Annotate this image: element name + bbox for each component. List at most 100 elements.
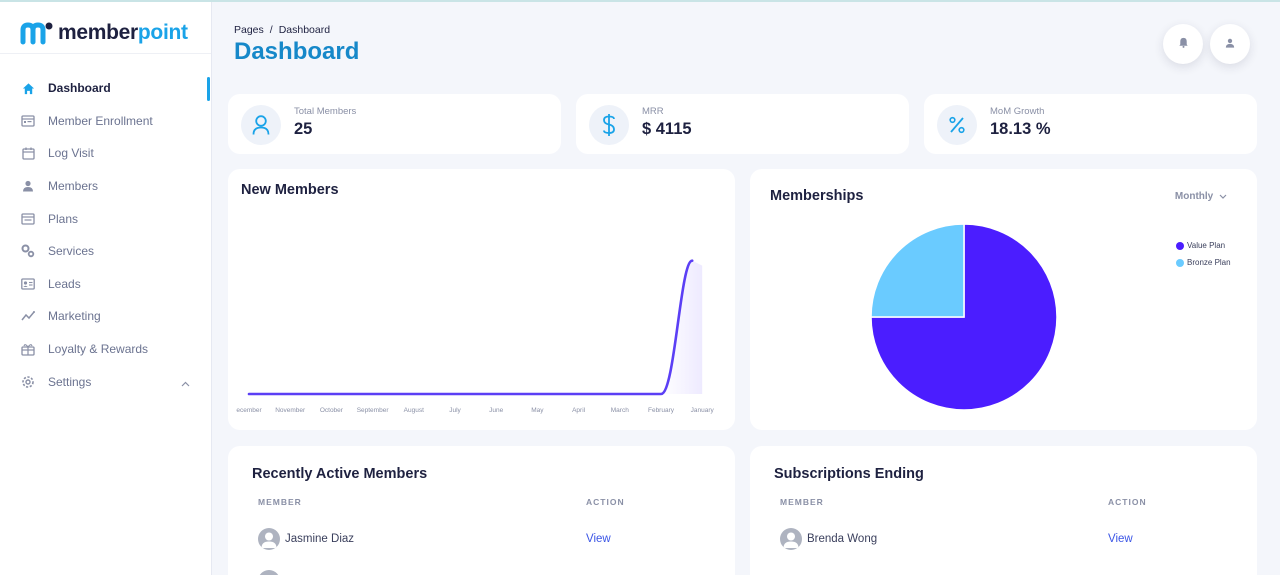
legend-item-value-plan[interactable]: Value Plan <box>1176 237 1231 254</box>
user-icon <box>241 105 281 145</box>
profile-button[interactable] <box>1210 24 1250 64</box>
sidebar-nav: Dashboard Member Enrollment Log Visit Me… <box>0 72 212 398</box>
sidebar-item-label: Services <box>48 244 95 259</box>
view-member-link[interactable]: View <box>1108 533 1133 545</box>
x-tick-label: August <box>404 407 424 414</box>
legend-label: Bronze Plan <box>1187 258 1231 267</box>
sidebar-item-members[interactable]: Members <box>0 170 212 203</box>
stat-label: MoM Growth <box>990 106 1045 117</box>
sidebar-item-label: Members <box>48 179 99 194</box>
sidebar-item-label: Loyalty & Rewards <box>48 342 149 357</box>
new-members-title: New Members <box>241 182 339 198</box>
settings-icon <box>20 374 36 390</box>
breadcrumb-separator: / <box>269 24 273 36</box>
user-icon <box>1225 35 1235 53</box>
stat-label: Total Members <box>294 106 357 117</box>
recent-members-card: Recently Active Members MEMBER ACTION Ja… <box>228 446 735 575</box>
sidebar-item-plans[interactable]: Plans <box>0 202 212 235</box>
series-line-new-members[interactable] <box>247 259 694 396</box>
sidebar-item-label: Dashboard <box>48 81 111 96</box>
breadcrumb-current: Dashboard <box>278 24 331 36</box>
legend-swatch <box>1176 258 1184 267</box>
logo-mark-icon <box>20 21 54 45</box>
chevron-down-icon <box>1216 191 1227 202</box>
sidebar-item-member-enrollment[interactable]: Member Enrollment <box>0 105 212 138</box>
stat-card-mom-growth: MoM Growth 18.13 % <box>924 94 1257 154</box>
x-tick-label: February <box>648 407 675 414</box>
chevron-up-icon[interactable] <box>181 376 190 390</box>
sidebar-item-label: Marketing <box>48 309 101 324</box>
sidebar-item-dashboard[interactable]: Dashboard <box>0 72 212 105</box>
trend-icon <box>20 308 36 324</box>
legend-label: Value Plan <box>1187 241 1226 250</box>
pie-legend: Value Plan Bronze Plan <box>1176 237 1231 271</box>
member-name: Jasmine Diaz <box>285 533 355 545</box>
home-icon <box>20 80 36 96</box>
sidebar-item-loyalty-rewards[interactable]: Loyalty & Rewards <box>0 333 212 366</box>
avatar <box>780 528 802 550</box>
period-dropdown[interactable]: Monthly <box>1175 191 1227 202</box>
avatar <box>258 570 280 575</box>
recent-members-title: Recently Active Members <box>252 466 428 482</box>
sidebar-item-label: Log Visit <box>48 146 94 161</box>
top-border <box>0 0 1280 2</box>
column-header-action: ACTION <box>586 497 625 507</box>
stat-card-mrr: MRR $ 4115 <box>576 94 909 154</box>
plans-icon <box>20 211 36 227</box>
x-tick-label: November <box>275 407 306 414</box>
view-member-link[interactable]: View <box>586 533 611 545</box>
x-tick-label: June <box>489 407 503 414</box>
person-icon <box>20 178 36 194</box>
x-tick-label: May <box>531 407 544 414</box>
sidebar-item-settings[interactable]: Settings <box>0 365 212 398</box>
x-tick-label: April <box>572 407 586 414</box>
x-tick-label: ecember <box>236 407 262 414</box>
stat-value: 18.13 % <box>990 120 1051 138</box>
x-tick-label: January <box>691 407 715 414</box>
legend-item-bronze-plan[interactable]: Bronze Plan <box>1176 254 1231 271</box>
sidebar-item-label: Settings <box>48 374 92 389</box>
notifications-button[interactable] <box>1163 24 1203 64</box>
sidebar-item-label: Leads <box>48 276 81 291</box>
brand-name: memberpoint <box>58 21 188 44</box>
column-header-action: ACTION <box>1108 497 1147 507</box>
calendar-icon <box>20 145 36 161</box>
sidebar-item-label: Member Enrollment <box>48 113 153 128</box>
column-header-member: MEMBER <box>258 497 302 507</box>
table-row: Brenda Wong <box>780 528 877 550</box>
pie-slice-bronze-plan[interactable] <box>870 223 965 318</box>
pie-slice-value-plan[interactable] <box>870 223 1058 411</box>
sidebar-item-label: Plans <box>48 211 79 226</box>
sidebar: memberpoint Dashboard Member Enrollment … <box>0 2 212 575</box>
x-tick-label: October <box>320 407 344 414</box>
legend-swatch <box>1176 241 1184 250</box>
table-row: Jasmine Diaz <box>258 528 354 550</box>
gears-icon <box>20 243 36 259</box>
dollar-icon <box>589 105 629 145</box>
column-header-member: MEMBER <box>780 497 824 507</box>
avatar <box>258 528 280 550</box>
subscriptions-ending-title: Subscriptions Ending <box>774 466 924 482</box>
stat-value: 25 <box>294 120 313 138</box>
stat-value: $ 4115 <box>642 120 692 138</box>
enrollment-icon <box>20 113 36 129</box>
sidebar-item-leads[interactable]: Leads <box>0 268 212 301</box>
sidebar-item-marketing[interactable]: Marketing <box>0 300 212 333</box>
stat-label: MRR <box>642 106 664 117</box>
sidebar-item-log-visit[interactable]: Log Visit <box>0 137 212 170</box>
memberships-pie-chart <box>870 223 1058 411</box>
memberships-card: Memberships Monthly Value Plan Bronze Pl… <box>750 169 1257 430</box>
breadcrumb-root[interactable]: Pages <box>234 24 264 36</box>
breadcrumb: Pages / Dashboard <box>234 24 330 36</box>
gift-icon <box>20 341 36 357</box>
sidebar-item-services[interactable]: Services <box>0 235 212 268</box>
percent-icon <box>937 105 977 145</box>
x-tick-label: September <box>357 407 390 414</box>
x-tick-label: March <box>611 407 629 414</box>
member-name: Brenda Wong <box>807 533 878 545</box>
stat-card-total-members: Total Members 25 <box>228 94 561 154</box>
new-members-chart: ecember November October September August Jul… <box>236 259 715 414</box>
brand-logo[interactable]: memberpoint <box>20 20 188 46</box>
new-members-card: New Members ecember November October Septem… <box>228 169 735 430</box>
subscriptions-ending-card: Subscriptions Ending MEMBER ACTION Brend… <box>750 446 1257 575</box>
